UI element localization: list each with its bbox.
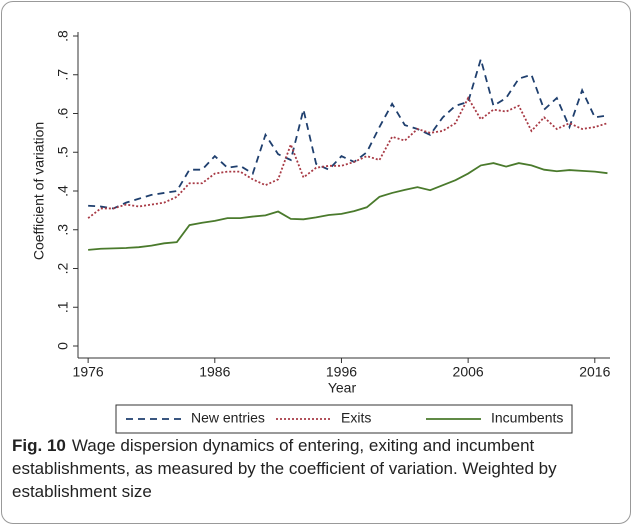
legend-label: New entries: [191, 410, 265, 426]
y-tick-label: .7: [55, 69, 71, 81]
x-tick-label: 1976: [73, 364, 104, 380]
y-tick-label: .2: [55, 262, 71, 274]
x-tick-label: 2016: [579, 364, 610, 380]
x-tick-label: 2006: [453, 364, 484, 380]
y-tick-label: .5: [55, 146, 71, 158]
x-tick-label: 1996: [326, 364, 357, 380]
x-axis-label: Year: [328, 380, 357, 396]
caption-label: Fig. 10: [12, 436, 66, 455]
series-line: [88, 162, 608, 251]
y-tick-label: .8: [55, 30, 71, 42]
y-tick-label: .1: [55, 301, 71, 313]
y-axis-label: Coefficient of variation: [31, 122, 47, 260]
series-line: [87, 96, 608, 219]
caption-text: Wage dispersion dynamics of entering, ex…: [12, 436, 557, 501]
legend-box: [115, 404, 573, 434]
series-line: [88, 55, 608, 210]
caption: Fig. 10 Wage dispersion dynamics of enter…: [12, 434, 592, 503]
x-tick-label: 1986: [199, 364, 230, 380]
legend-label: Incumbents: [491, 410, 563, 426]
y-tick-label: 0: [55, 342, 71, 350]
y-tick-label: .3: [55, 224, 71, 236]
y-tick-label: .4: [55, 185, 71, 197]
y-tick-label: .6: [55, 107, 71, 119]
legend-label: Exits: [341, 410, 371, 426]
chart: Coefficient of variation Year 0 .1 .2 .3 .4.…: [31, 30, 611, 434]
